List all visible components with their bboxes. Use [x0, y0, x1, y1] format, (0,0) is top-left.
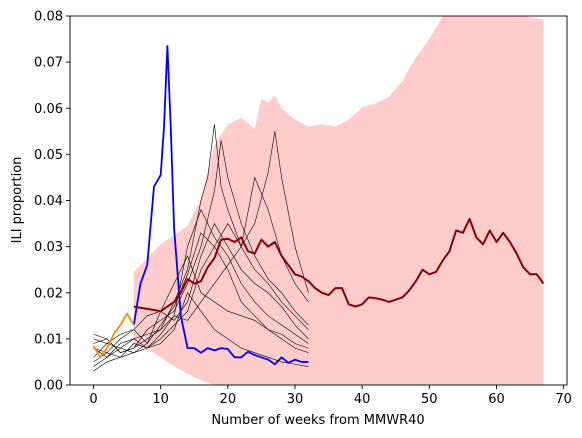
y-tick-label: 0.06 — [34, 102, 63, 117]
x-tick-label: 50 — [421, 392, 438, 407]
y-tick-label: 0.02 — [34, 286, 63, 301]
forecast-mean-line — [133, 217, 545, 313]
y-axis-label: ILI proportion — [10, 157, 25, 244]
y-tick-label: 0.03 — [34, 240, 63, 255]
y-tick-label: 0.04 — [34, 194, 63, 209]
past-season-line-5 — [93, 131, 309, 372]
y-tick-label: 0.08 — [34, 10, 63, 25]
x-tick-label: 10 — [152, 392, 169, 407]
recent-observed-line — [92, 312, 135, 359]
x-tick-label: 0 — [89, 392, 97, 407]
x-tick-label: 40 — [354, 392, 371, 407]
plot-layer — [92, 16, 545, 385]
past-season-line-9 — [93, 208, 309, 354]
axes-layer: 0 10 20 30 40 50 60 70 0.00 0.01 0.02 0.03 0.04 0.05 0… — [34, 10, 572, 408]
y-tick-label: 0.05 — [34, 148, 63, 163]
forecast-uncertainty-band — [133, 16, 544, 385]
x-axis-label: Number of weeks from MMWR40 — [211, 413, 424, 428]
past-season-line-6 — [93, 255, 309, 349]
past-season-line-8 — [93, 232, 309, 367]
past-season-line-7 — [93, 292, 309, 367]
x-tick-label: 60 — [488, 392, 505, 407]
past-season-line-1 — [93, 222, 309, 354]
observed-line — [132, 45, 309, 366]
y-tick-label: 0.00 — [34, 379, 63, 394]
x-tick-label: 30 — [287, 392, 304, 407]
y-tick-label: 0.01 — [34, 332, 63, 347]
past-season-line-4 — [93, 176, 309, 363]
y-tick-label: 0.07 — [34, 56, 63, 71]
x-tick-label: 20 — [220, 392, 237, 407]
x-tick-label: 70 — [555, 392, 572, 407]
plot-content — [92, 16, 545, 385]
